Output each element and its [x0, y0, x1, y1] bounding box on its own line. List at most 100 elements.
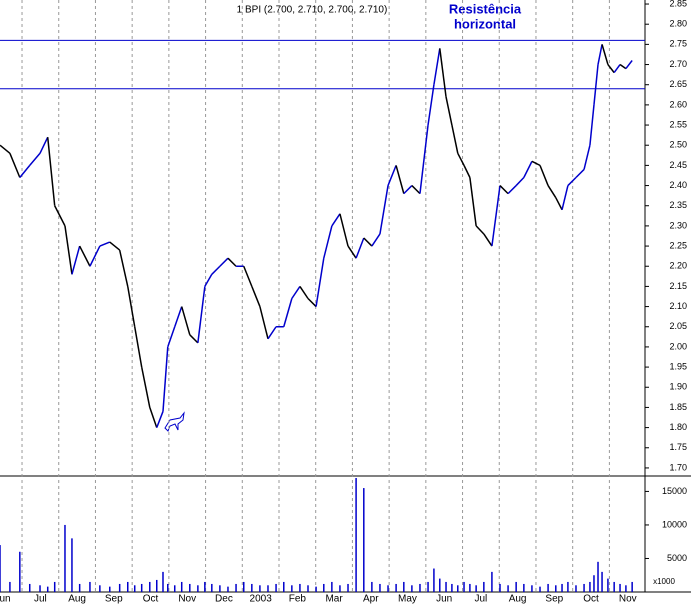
x-tick-label: Mar — [325, 594, 343, 604]
volume-bar — [499, 583, 501, 592]
price-segment — [323, 225, 333, 259]
volume-bar — [607, 578, 609, 592]
price-segment — [267, 326, 277, 340]
price-segment — [127, 286, 136, 327]
y-tick-label: 1.80 — [669, 422, 687, 432]
volume-bar — [275, 583, 277, 592]
volume-bar — [259, 585, 261, 592]
volume-bar — [127, 581, 129, 592]
price-segment — [355, 237, 365, 259]
price-segment — [613, 64, 621, 74]
volume-bar — [419, 583, 421, 592]
volume-bar — [156, 579, 158, 592]
x-tick-label: Sep — [105, 594, 123, 604]
y-tick-label: 1.85 — [669, 402, 687, 412]
volume-bar — [403, 581, 405, 592]
volume-bar — [531, 585, 533, 592]
y-tick-label: 2.65 — [669, 79, 687, 89]
annotation: Resistência — [449, 1, 522, 16]
price-segment — [507, 185, 517, 195]
volume-bar — [625, 585, 627, 592]
price-segment — [109, 241, 121, 251]
price-segment — [89, 245, 101, 267]
volume-bar — [491, 571, 493, 592]
volume-bar — [173, 585, 176, 592]
x-tick-label: Aug — [68, 594, 86, 604]
y-tick-label: 2.75 — [669, 39, 687, 49]
price-segment — [156, 411, 164, 428]
volume-bar — [251, 583, 253, 592]
price-segment — [387, 165, 397, 186]
price-segment — [46, 137, 56, 206]
price-segment — [469, 177, 477, 226]
price-segment — [419, 124, 429, 194]
price-segment — [433, 48, 441, 85]
volume-bar — [457, 585, 459, 592]
volume-bar — [523, 583, 525, 592]
price-segment — [547, 185, 557, 199]
price-segment — [259, 306, 269, 340]
volume-bar — [323, 583, 325, 592]
price-segment — [531, 160, 541, 167]
price-segment — [539, 165, 549, 186]
x-tick-label: 2003 — [250, 594, 273, 604]
volume-bar — [19, 551, 21, 592]
volume-bar — [347, 583, 349, 592]
x-tick-label: Feb — [289, 594, 307, 604]
price-segment — [625, 60, 633, 70]
price-segment — [167, 326, 176, 348]
price-segment — [555, 197, 563, 211]
volume-bar — [118, 583, 121, 592]
volume-bar — [463, 581, 465, 592]
price-segment — [291, 285, 301, 299]
x-tick-label: Jul — [475, 594, 488, 604]
price-segment — [133, 326, 143, 368]
y-tick-label: 2.85 — [669, 0, 687, 8]
volume-bar — [451, 583, 453, 592]
price-segment — [118, 249, 129, 287]
x-tick-label: Nov — [178, 594, 196, 604]
price-segment — [457, 152, 465, 166]
volume-bar — [439, 578, 441, 592]
price-segment — [64, 225, 73, 275]
volume-bar — [355, 478, 357, 592]
volume-bar — [331, 581, 333, 592]
y-tick-label: 15000 — [662, 486, 687, 496]
volume-bar — [267, 585, 269, 592]
volume-bar — [315, 586, 317, 592]
price-segment — [475, 225, 485, 235]
volume-bar — [197, 585, 199, 592]
y-tick-label: 2.50 — [669, 140, 687, 150]
volume-bar — [575, 585, 577, 592]
x-tick-label: Oct — [143, 594, 159, 604]
y-tick-label: 2.10 — [669, 301, 687, 311]
volume-bar — [283, 581, 285, 592]
x-tick-label: Dec — [215, 594, 233, 604]
volume-bar — [109, 586, 111, 592]
volume-bar — [363, 488, 365, 592]
volume-bar — [167, 583, 169, 592]
price-segment — [515, 176, 525, 187]
volume-bar — [39, 585, 41, 592]
volume-bar — [395, 583, 397, 592]
volume-bar — [291, 585, 293, 592]
volume-bar — [307, 585, 309, 592]
y-tick-label: 2.20 — [669, 261, 687, 271]
y-tick-label: 1.70 — [669, 462, 687, 472]
price-segment — [54, 205, 66, 227]
volume-bar — [149, 581, 151, 592]
volume-bar — [53, 581, 56, 592]
price-segment — [204, 273, 213, 287]
price-segment — [499, 185, 509, 195]
volume-bar — [64, 524, 66, 592]
price-segment — [283, 298, 293, 327]
price-segment — [219, 257, 229, 267]
volume-bar — [567, 581, 569, 592]
price-segment — [363, 237, 373, 247]
y-tick-label: 1.75 — [669, 442, 687, 452]
volume-bar — [78, 583, 81, 592]
volume-bar — [371, 581, 373, 592]
header: 1 BPI (2.700, 2.710, 2.700, 2.710) — [237, 5, 388, 16]
price-segment — [403, 185, 413, 195]
volume-bar — [299, 583, 301, 592]
